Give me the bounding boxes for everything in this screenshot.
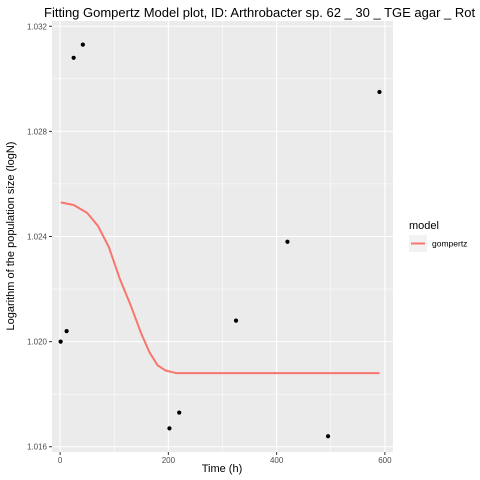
y-axis-title: Logarithm of the population size (logN) [5, 142, 17, 331]
y-tick-label: 1.032 [27, 22, 48, 31]
data-point [64, 329, 69, 334]
x-tick-label: 200 [162, 456, 176, 465]
points-layer [58, 42, 382, 439]
y-tick-label: 1.024 [27, 233, 48, 242]
x-tick-label: 600 [378, 456, 392, 465]
data-point [71, 55, 76, 60]
fit-line-layer [60, 201, 380, 375]
data-point [377, 89, 382, 95]
y-axis: 1.016 1.020 1.024 1.028 1.032 [27, 22, 52, 452]
chart-title: Fitting Gompertz Model plot, ID: Arthrob… [44, 5, 476, 20]
x-tick-label: 0 [58, 456, 63, 465]
data-point [177, 410, 182, 415]
x-axis: 0 200 400 600 [58, 452, 392, 465]
data-point [233, 318, 239, 323]
data-point [285, 239, 290, 244]
legend-title: model [409, 220, 439, 232]
x-tick-label: 400 [270, 456, 284, 465]
y-tick-label: 1.020 [27, 338, 48, 347]
y-tick-label: 1.028 [27, 127, 48, 136]
grid-major [52, 21, 393, 452]
data-point [58, 339, 63, 344]
legend-label-gompertz: gompertz [432, 239, 467, 249]
x-axis-title: Time (h) [202, 463, 243, 475]
gompertz-fit-line [60, 201, 380, 375]
data-point [167, 426, 172, 431]
legend: model gompertz [409, 220, 467, 252]
y-tick-label: 1.016 [27, 443, 48, 452]
data-point [80, 42, 85, 47]
data-point [325, 434, 331, 439]
